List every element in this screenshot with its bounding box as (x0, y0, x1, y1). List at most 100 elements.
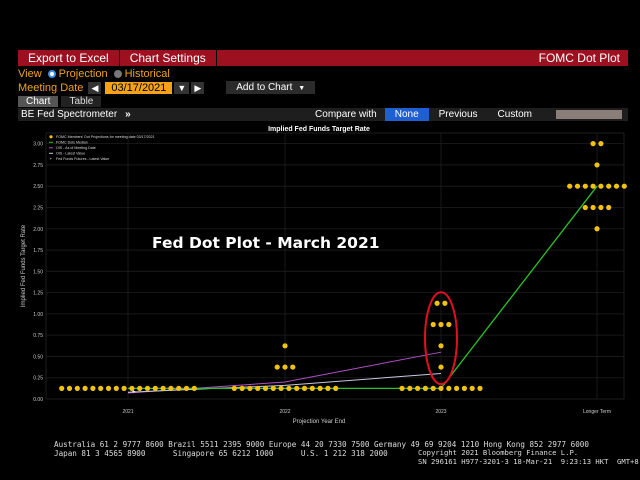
fomc-dot (176, 385, 182, 391)
fomc-dot (255, 385, 261, 391)
fomc-dot (613, 183, 620, 189)
fomc-dot (446, 321, 452, 328)
y-tick-label: 0.25 (33, 376, 43, 382)
chart-settings-button[interactable]: Chart Settings (120, 50, 217, 66)
spectrometer-bar: BE Fed Spectrometer » Compare with None … (18, 108, 628, 121)
meeting-date-field[interactable]: 03/17/2021 (105, 81, 173, 94)
historical-label[interactable]: Historical (124, 68, 170, 80)
fomc-dot (317, 385, 323, 391)
fomc-dot (191, 385, 197, 391)
fomc-dot (144, 385, 151, 391)
fomc-dot (567, 183, 573, 189)
fomc-dot (415, 385, 421, 391)
fomc-dot (239, 385, 245, 391)
fomc-dot (438, 385, 444, 391)
legend-entry: Fed Funds Futures - Latest Value (56, 157, 109, 161)
median-line (128, 185, 598, 390)
fomc-dot (594, 226, 600, 232)
y-tick-label: 2.25 (33, 205, 43, 211)
fomc-dot (333, 385, 339, 391)
fomc-dot (82, 385, 88, 391)
fomc-dot (294, 385, 300, 391)
footer-line-1: Australia 61 2 9777 8600 Brazil 5511 239… (54, 440, 589, 449)
meeting-row: Meeting Date ◀ 03/17/2021 ▼ ▶ Add to Cha… (18, 81, 316, 94)
fomc-dot (98, 385, 104, 391)
fomc-dot (137, 385, 143, 391)
footer-contacts: Australia 61 2 9777 8600 Brazil 5511 239… (54, 440, 589, 458)
next-date-arrow-icon[interactable]: ▶ (191, 81, 205, 94)
y-tick-label: 1.50 (33, 269, 43, 275)
fomc-dot (262, 385, 269, 391)
y-tick-label: 2.00 (33, 227, 43, 233)
x-tick-label: 2021 (122, 409, 133, 415)
tab-chart[interactable]: Chart (18, 96, 59, 107)
view-tabs: Chart Table (18, 96, 104, 107)
overlay-title: Fed Dot Plot - March 2021 (152, 234, 380, 252)
fomc-dot (286, 385, 292, 391)
fomc-dot (582, 183, 588, 189)
projection-label[interactable]: Projection (58, 68, 108, 80)
fomc-dot (290, 364, 296, 370)
fomc-dot (461, 385, 467, 391)
futures-marker: + (132, 389, 136, 395)
chart-area: 0.00 0.25 0.50 0.75 1.00 1.25 1.50 1.75 2.00 2.25… (18, 121, 628, 427)
fomc-dot (66, 385, 73, 391)
fomc-dot (309, 385, 315, 391)
fomc-dot (594, 162, 600, 168)
fomc-dot (422, 385, 428, 391)
fomc-dot (598, 204, 604, 211)
top-toolbar: Export to Excel Chart Settings FOMC Dot … (18, 50, 628, 66)
historical-radio[interactable] (113, 70, 122, 78)
fomc-dot (113, 385, 119, 391)
fomc-dot (183, 385, 190, 391)
fomc-dot (274, 364, 280, 370)
projection-radio[interactable] (47, 70, 56, 78)
fomc-dot (430, 385, 436, 391)
plot-frame (45, 132, 625, 400)
compare-custom-button[interactable]: Custom (497, 109, 532, 120)
fomc-dot (590, 141, 596, 147)
fomc-dot (325, 385, 331, 391)
legend-entry: FOMC Members' Dot Projections for meetin… (56, 135, 155, 139)
compare-none-button[interactable]: None (384, 108, 429, 121)
fomc-dot (582, 204, 588, 211)
view-label: View (18, 68, 42, 80)
fomc-dot (129, 385, 135, 391)
fomc-dot (152, 385, 158, 391)
export-to-excel-button[interactable]: Export to Excel (18, 50, 120, 66)
chevron-down-icon: ▼ (298, 85, 306, 92)
date-dropdown-icon[interactable]: ▼ (174, 81, 190, 94)
chart-title: Implied Fed Funds Target Rate (268, 126, 370, 133)
fomc-dot (438, 364, 444, 370)
prev-date-arrow-icon[interactable]: ◀ (88, 81, 102, 94)
fomc-dot (621, 183, 627, 189)
fomc-dot (160, 385, 166, 391)
fomc-dot (282, 343, 288, 349)
compare-with-label: Compare with (315, 109, 377, 120)
fomc-dot (278, 385, 284, 391)
legend-swatch (49, 135, 53, 139)
y-tick-label: 0.00 (33, 397, 43, 403)
x-tick-label: 2022 (279, 409, 290, 415)
custom-color-swatch[interactable] (556, 110, 622, 119)
fomc-dot (606, 204, 612, 211)
x-axis-label: Projection Year End (293, 419, 346, 425)
add-to-chart-label: Add to Chart (236, 82, 293, 93)
y-tick-label: 1.75 (33, 248, 43, 254)
footer-line-2: Japan 81 3 4565 8900 Singapore 65 6212 1… (54, 449, 388, 458)
compare-previous-button[interactable]: Previous (438, 109, 478, 120)
tab-table[interactable]: Table (61, 96, 102, 107)
x-tick-label: Longer Term (583, 409, 611, 415)
double-chevron-icon[interactable]: » (125, 109, 131, 120)
legend-entry: OIS - As of Meeting Date (56, 146, 96, 150)
y-tick-label: 2.75 (33, 163, 43, 169)
fomc-dot (231, 385, 237, 391)
view-row: View Projection Historical (18, 68, 170, 80)
fomc-dot (90, 385, 96, 391)
fomc-dot (74, 385, 80, 391)
add-to-chart-button[interactable]: Add to Chart ▼ (226, 81, 316, 94)
y-tick-label: 0.50 (33, 354, 43, 360)
y-axis-label: Implied Fed Funds Target Rate (21, 224, 27, 307)
fomc-dot (574, 183, 581, 189)
window-title: FOMC Dot Plot (538, 51, 620, 65)
